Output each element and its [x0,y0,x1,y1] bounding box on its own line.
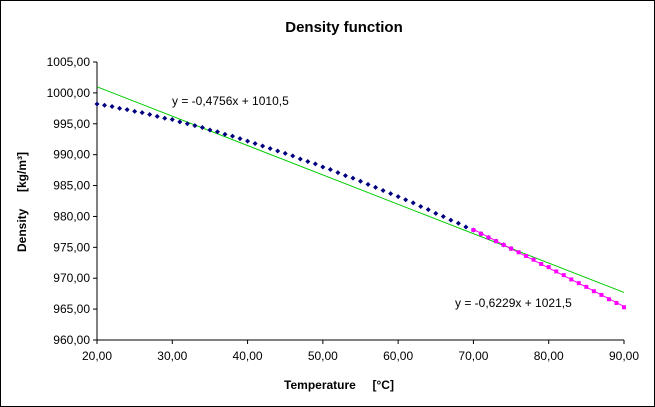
series-2-point [478,231,483,236]
series-2-point [539,262,544,267]
x-tick-label: 70,00 [458,349,488,363]
x-tick-label: 90,00 [609,349,639,363]
series-2-point [501,242,506,247]
series-1-point [117,105,123,111]
x-tick-label: 30,00 [157,349,187,363]
y-tick-label: 1000,00 [47,86,91,100]
x-tick-label: 20,00 [82,349,112,363]
series-1-point [162,115,168,121]
series-1-point [222,131,228,137]
series-1-point [260,143,266,149]
y-tick-label: 970,00 [53,271,90,285]
series-2-point [622,305,626,310]
series-2-point [494,239,499,244]
series-1-point [124,107,130,113]
series-1-point [380,187,386,193]
series-1-point [365,181,371,187]
series-1-point [448,217,454,223]
series-1-point [192,123,198,129]
y-tick-label: 1005,00 [47,55,91,69]
series-1-point [312,161,318,167]
series-1-point [139,110,145,116]
trendline-equation-1: y = -0,4756x + 1010,5 [172,94,289,108]
series-1-point [282,150,288,156]
series-1-point [245,138,251,144]
series-1-point [440,213,446,219]
series-1-point [290,153,296,159]
series-1-point [342,173,348,179]
series-1-point [147,112,153,118]
series-2-point [471,228,476,233]
x-tick-label: 40,00 [233,349,263,363]
series-2-point [606,297,611,302]
y-axis-label: Density [kg/m³] [15,152,29,252]
series-1-point [335,170,341,176]
y-tick-label: 995,00 [53,117,90,131]
chart-title: Density function [285,19,403,36]
series-1-point [320,164,326,170]
series-1-point [388,191,394,197]
series-1-point [418,204,424,210]
series-1-point [102,102,108,108]
series-2-point [599,292,604,297]
series-2-point [584,284,589,289]
y-tick-label: 990,00 [53,148,90,162]
series-2-point [614,300,619,305]
trendline-equation-2: y = -0,6229x + 1021,5 [455,296,572,310]
y-tick-label: 960,00 [53,333,90,347]
series-1-point [463,224,469,230]
series-1-point [327,166,333,172]
series-2-point [509,246,514,251]
series-1-point [455,220,461,226]
series-1-point [373,184,379,190]
plot-area: 960,00 965,00 970,00 975,00 980,00 985,00 990,… [47,55,640,363]
x-tick-label: 60,00 [383,349,413,363]
series-1-point [109,103,115,109]
series-1-point [403,197,409,203]
y-tick-label: 980,00 [53,209,90,223]
series-2-point [569,277,574,282]
series-2-point [516,250,521,255]
series-1-point [410,200,416,206]
series-2-point [531,257,536,262]
series-1-point [184,121,190,127]
series-2-point [561,273,566,278]
series-1-point [297,156,303,162]
series-2-point [576,281,581,286]
x-tick-label: 80,00 [534,349,564,363]
series-1-point [237,136,243,142]
series-2-point [486,235,491,240]
series-1-point [199,124,205,130]
series-1-point [94,101,100,107]
y-tick-label: 985,00 [53,179,90,193]
series-1-point [275,148,281,154]
series-2-point [591,289,596,294]
series-1-point [154,113,160,119]
series-1-point [305,158,311,164]
x-axis-label: Temperature [°C] [284,378,394,392]
series-2-point [554,269,559,274]
series-1-point [169,116,175,122]
x-tick-label: 50,00 [308,349,338,363]
y-tick-label: 975,00 [53,240,90,254]
series-1-point [395,194,401,200]
series-1-point [177,119,183,125]
series-1-point [433,210,439,216]
series-1-point [358,178,363,184]
series-1-point [425,207,431,213]
y-tick-label: 965,00 [53,302,90,316]
series-1-point [267,145,273,151]
series-1-point [350,175,356,181]
series-2-point [546,265,551,270]
series-1-point [132,108,138,114]
series-2-point [524,253,529,258]
series-1-point [252,141,258,147]
series-1-point [230,133,236,139]
trendline-1 [96,86,625,293]
series-1-point [214,129,220,135]
